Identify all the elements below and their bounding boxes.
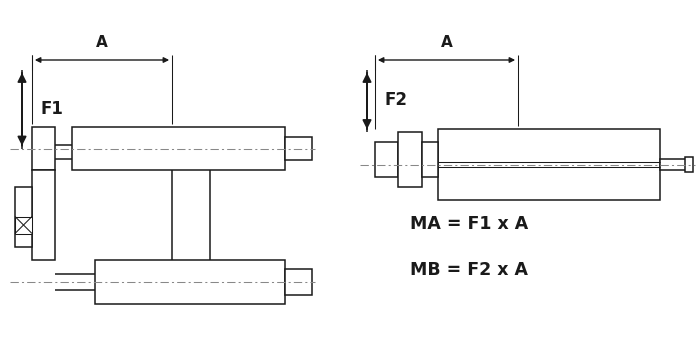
Bar (15, 187, 32, 247)
Bar (95, 260, 285, 304)
Text: A: A (440, 35, 452, 50)
Text: A: A (96, 35, 108, 50)
Bar (375, 142, 398, 177)
Bar (660, 159, 688, 170)
Bar (398, 132, 422, 187)
Bar (15, 216, 32, 234)
Bar (285, 269, 312, 295)
Bar (422, 142, 438, 177)
Text: MB = F2 x A: MB = F2 x A (410, 261, 528, 279)
Bar (32, 127, 55, 170)
Bar (685, 157, 693, 172)
Text: F1: F1 (40, 100, 63, 118)
Text: MA = F1 x A: MA = F1 x A (410, 215, 528, 233)
Text: F2: F2 (385, 91, 408, 109)
Bar (285, 137, 312, 160)
Bar (32, 170, 55, 260)
Bar (438, 129, 660, 200)
Bar (72, 127, 285, 170)
